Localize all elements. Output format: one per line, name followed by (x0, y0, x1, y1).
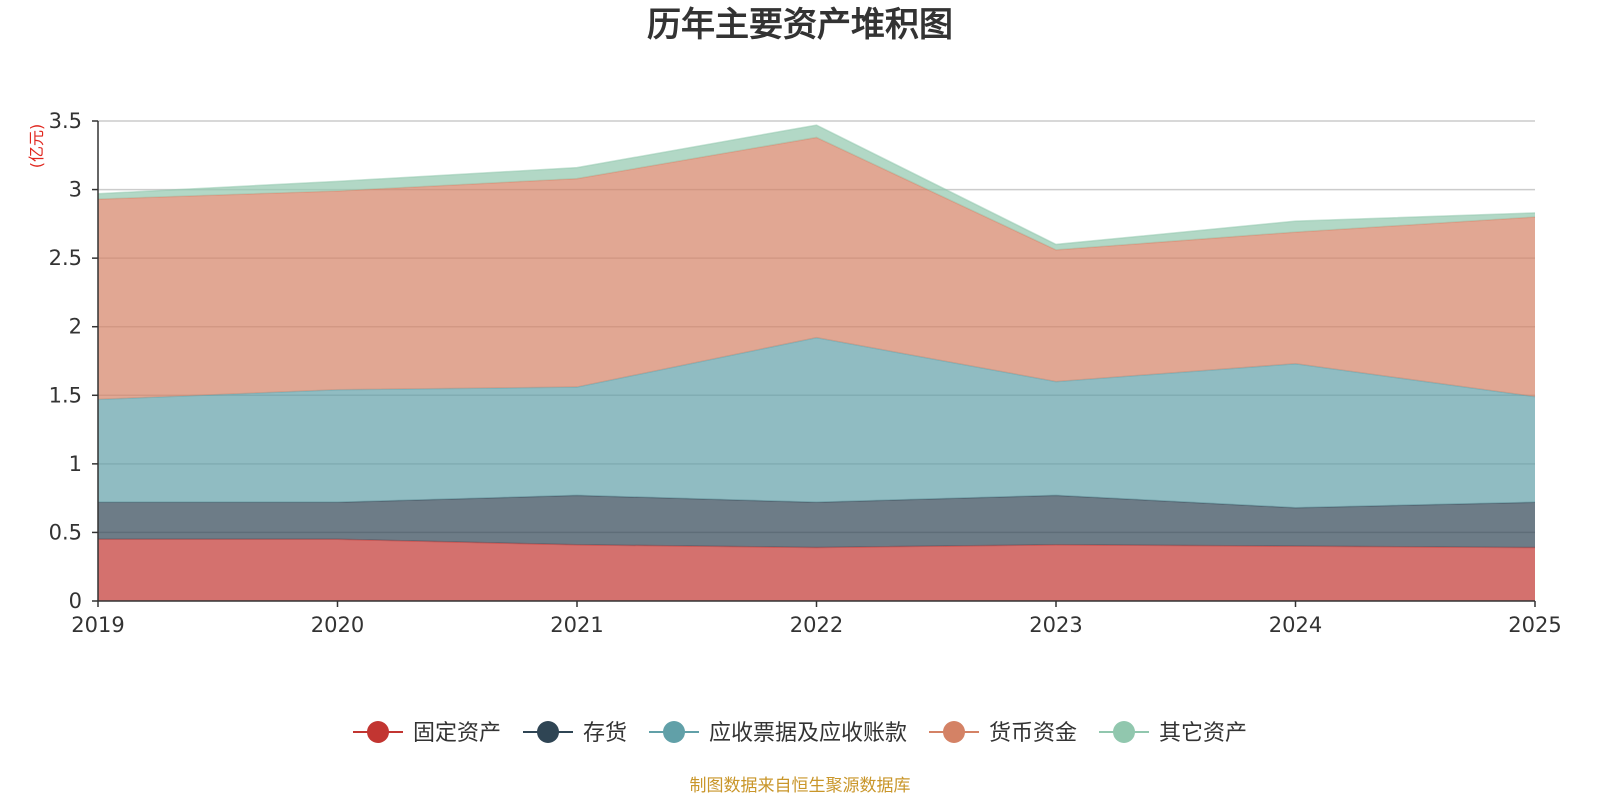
y-tick-label-4: 2 (69, 315, 82, 339)
legend-item-1[interactable]: 存货 (523, 721, 627, 746)
legend-label-3: 货币资金 (989, 721, 1077, 746)
x-tick-label-4: 2023 (1029, 613, 1082, 637)
y-tick-label-7: 3.5 (49, 109, 82, 133)
y-tick-label-1: 0.5 (49, 520, 82, 544)
area-series-2 (98, 337, 1535, 508)
legend-item-4[interactable]: 其它资产 (1099, 721, 1247, 746)
legend-label-1: 存货 (583, 721, 627, 746)
x-tick-label-3: 2022 (790, 613, 843, 637)
x-tick-label-6: 2025 (1508, 613, 1561, 637)
y-tick-label-3: 1.5 (49, 383, 82, 407)
chart-title: 历年主要资产堆积图 (647, 5, 953, 45)
y-tick-label-5: 2.5 (49, 246, 82, 270)
legend-marker-3 (943, 721, 965, 743)
legend-marker-4 (1113, 721, 1135, 743)
legend-marker-0 (367, 721, 389, 743)
area-series-3 (98, 137, 1535, 400)
legend-marker-1 (537, 721, 559, 743)
x-tick-label-2: 2021 (550, 613, 603, 637)
area-series-4 (98, 125, 1535, 250)
legend-item-3[interactable]: 货币资金 (929, 721, 1077, 746)
area-series-1 (98, 495, 1535, 548)
y-axis-unit-label: (亿元) (27, 124, 46, 169)
legend[interactable]: 固定资产 存货 应收票据及应收账款 货币资金 其它资产 (353, 721, 1247, 746)
axes: 0 0.5 1 1.5 2 2.5 3 3.5 2019 2020 2021 2022 2023 2024… (49, 109, 1562, 637)
legend-label-2: 应收票据及应收账款 (709, 721, 907, 746)
y-tick-label-0: 0 (69, 589, 82, 613)
y-tick-label-6: 3 (69, 178, 82, 202)
area-series-line-4 (97, 124, 1536, 246)
x-tick-label-0: 2019 (71, 613, 124, 637)
legend-label-4: 其它资产 (1159, 721, 1247, 746)
legend-item-2[interactable]: 应收票据及应收账款 (649, 721, 907, 746)
legend-label-0: 固定资产 (413, 721, 501, 746)
y-tick-label-2: 1 (69, 452, 82, 476)
x-tick-label-1: 2020 (311, 613, 364, 637)
area-series-layer (97, 124, 1536, 601)
x-tick-label-5: 2024 (1269, 613, 1322, 637)
data-source-note: 制图数据来自恒生聚源数据库 (690, 776, 911, 796)
area-series-0 (98, 539, 1535, 601)
legend-marker-2 (663, 721, 685, 743)
legend-item-0[interactable]: 固定资产 (353, 721, 501, 746)
